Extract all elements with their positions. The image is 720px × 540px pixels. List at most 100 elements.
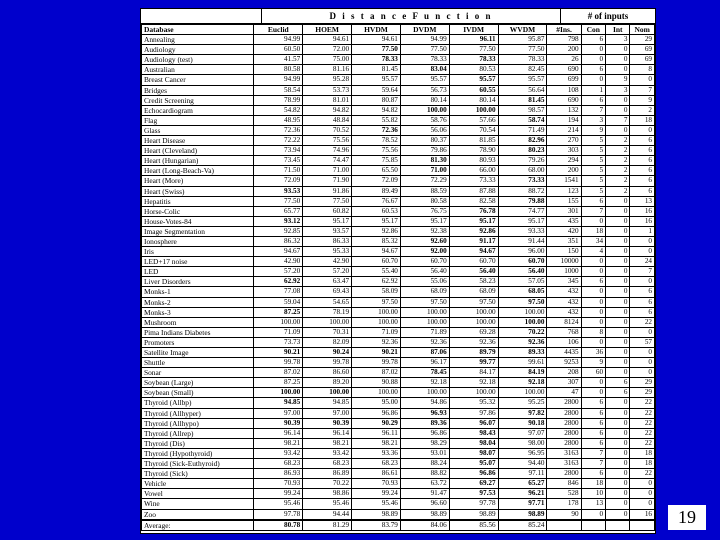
value-cell: 93.36	[352, 448, 401, 458]
value-cell: 80.58	[400, 196, 449, 206]
value-cell: 95.17	[400, 216, 449, 226]
value-cell: 78.33	[400, 55, 449, 65]
value-cell: 86.32	[254, 236, 303, 246]
value-cell: 77.50	[303, 196, 352, 206]
value-cell: 8124	[547, 317, 581, 327]
value-cell: 80.58	[254, 65, 303, 75]
dataset-name: Annealing	[142, 35, 254, 45]
value-cell: 4	[581, 247, 605, 257]
value-cell: 95.46	[303, 499, 352, 509]
table-row: Credit Screening78.9981.0180.8780.1480.1…	[142, 95, 655, 105]
value-cell: 96.86	[449, 469, 498, 479]
value-cell: 92.00	[400, 247, 449, 257]
value-cell: 87.25	[254, 307, 303, 317]
value-cell: 0	[581, 267, 605, 277]
value-cell: 351	[547, 236, 581, 246]
value-cell: 0	[606, 277, 630, 287]
value-cell: 87.02	[254, 368, 303, 378]
value-cell: 26	[547, 55, 581, 65]
value-cell: 18	[630, 448, 655, 458]
value-cell: 76.78	[449, 206, 498, 216]
value-cell: 94.99	[254, 35, 303, 45]
value-cell: 2	[630, 105, 655, 115]
value-cell: 76.75	[400, 206, 449, 216]
value-cell: 0	[606, 297, 630, 307]
value-cell: 7	[581, 459, 605, 469]
value-cell: 0	[606, 247, 630, 257]
value-cell: 73.33	[449, 176, 498, 186]
value-cell: 95.25	[498, 398, 547, 408]
value-cell: 95.32	[449, 398, 498, 408]
value-cell: 81.85	[449, 136, 498, 146]
value-cell: 81.45	[498, 95, 547, 105]
dataset-name: Vowel	[142, 489, 254, 499]
value-cell: 56.40	[498, 267, 547, 277]
value-cell: 94.67	[449, 247, 498, 257]
value-cell: 178	[547, 499, 581, 509]
value-cell: 307	[547, 378, 581, 388]
col-int: Int	[606, 25, 630, 35]
value-cell: 6	[581, 438, 605, 448]
value-cell: 1541	[547, 176, 581, 186]
value-cell: 97.78	[254, 509, 303, 520]
value-cell: 68.23	[254, 459, 303, 469]
value-cell: 77.50	[254, 196, 303, 206]
value-cell: 100.00	[303, 388, 352, 398]
value-cell: 93.12	[254, 216, 303, 226]
value-cell: 99.78	[254, 358, 303, 368]
value-cell: 36	[581, 348, 605, 358]
value-cell: 90.88	[352, 378, 401, 388]
table-row: Image Segmentation92.8593.5792.8692.3892…	[142, 226, 655, 236]
value-cell: 432	[547, 307, 581, 317]
value-cell: 91.86	[303, 186, 352, 196]
table-row: Heart (Cleveland)73.9474.9675.5679.8678.…	[142, 146, 655, 156]
value-cell: 58.76	[400, 115, 449, 125]
value-cell: 24	[630, 257, 655, 267]
table-row: Zoo97.7894.4498.8998.8998.8998.89900016	[142, 509, 655, 520]
value-cell: 0	[581, 337, 605, 347]
dataset-name: Thyroid (Dis)	[142, 438, 254, 448]
value-cell: 0	[606, 236, 630, 246]
value-cell: 2800	[547, 428, 581, 438]
value-cell: 200	[547, 166, 581, 176]
value-cell: 75.56	[303, 136, 352, 146]
value-cell: 0	[606, 448, 630, 458]
value-cell: 92.36	[352, 337, 401, 347]
value-cell: 9253	[547, 358, 581, 368]
value-cell: 87.06	[400, 348, 449, 358]
value-cell: 97.50	[449, 297, 498, 307]
value-cell: 98.21	[303, 438, 352, 448]
value-cell: 0	[581, 388, 605, 398]
table-row: Annealing94.9994.6194.6194.9996.1195.877…	[142, 35, 655, 45]
value-cell: 60.70	[400, 257, 449, 267]
table-row: Horse-Colic65.7760.8260.5376.7576.7874.7…	[142, 206, 655, 216]
value-cell: 92.85	[254, 226, 303, 236]
value-cell: 768	[547, 327, 581, 337]
value-cell: 77.50	[400, 45, 449, 55]
value-cell: 690	[547, 65, 581, 75]
table-row: Flag48.9548.8455.8258.7657.6658.74194371…	[142, 115, 655, 125]
value-cell: 80.14	[400, 95, 449, 105]
value-cell: 99.24	[254, 489, 303, 499]
value-cell: 82.45	[498, 65, 547, 75]
dataset-name: Australian	[142, 65, 254, 75]
value-cell: 95.57	[400, 75, 449, 85]
value-cell: 100.00	[449, 317, 498, 327]
value-cell: 99.24	[352, 489, 401, 499]
value-cell: 100.00	[449, 105, 498, 115]
value-cell: 92.86	[449, 226, 498, 236]
value-cell: 6	[630, 186, 655, 196]
dataset-name: Heart (More)	[142, 176, 254, 186]
value-cell: 90.21	[254, 348, 303, 358]
table-row: Mushroom100.00100.00100.00100.00100.0010…	[142, 317, 655, 327]
value-cell: 65.77	[254, 206, 303, 216]
value-cell: 5	[581, 176, 605, 186]
value-cell: 93.57	[303, 226, 352, 236]
dataset-name: Soybean (Small)	[142, 388, 254, 398]
value-cell: 71.00	[303, 166, 352, 176]
value-cell: 0	[606, 479, 630, 489]
value-cell: 98.57	[498, 105, 547, 115]
value-cell: 6	[581, 95, 605, 105]
table-row: Wine95.4695.4695.4696.6097.7897.71178130…	[142, 499, 655, 509]
value-cell: 7	[606, 115, 630, 125]
